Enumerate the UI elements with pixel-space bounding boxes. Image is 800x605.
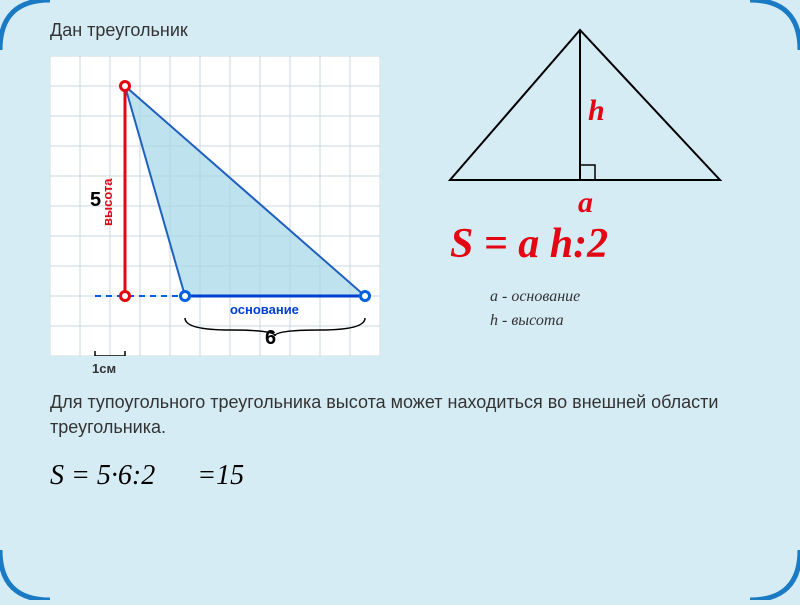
svg-text:основание: основание — [230, 302, 299, 317]
scale-label: 1см — [92, 361, 116, 376]
content-area: Дан треугольник высота5основание6 1см ha… — [40, 20, 760, 580]
calculation: S = 5·6:2 =15 — [50, 460, 244, 492]
formula-text: S = a h:2 — [450, 221, 608, 267]
area-formula: S = a h:2 — [450, 220, 608, 268]
svg-text:6: 6 — [265, 327, 276, 349]
svg-text:5: 5 — [90, 189, 101, 211]
definitions: a - основание h - высота — [490, 285, 580, 333]
def-h: h - высота — [490, 309, 580, 333]
left-diagram: высота5 основание 6 — [50, 56, 380, 356]
right-diagram: ha — [430, 20, 730, 200]
calc-lhs: S = 5·6:2 — [50, 460, 155, 491]
calc-rhs: =15 — [197, 460, 244, 491]
note-text: Для тупоугольного треугольника высота мо… — [50, 390, 750, 440]
svg-text:a: a — [578, 186, 593, 219]
def-a: a - основание — [490, 285, 580, 309]
svg-text:h: h — [588, 94, 605, 127]
svg-text:высота: высота — [100, 178, 115, 226]
